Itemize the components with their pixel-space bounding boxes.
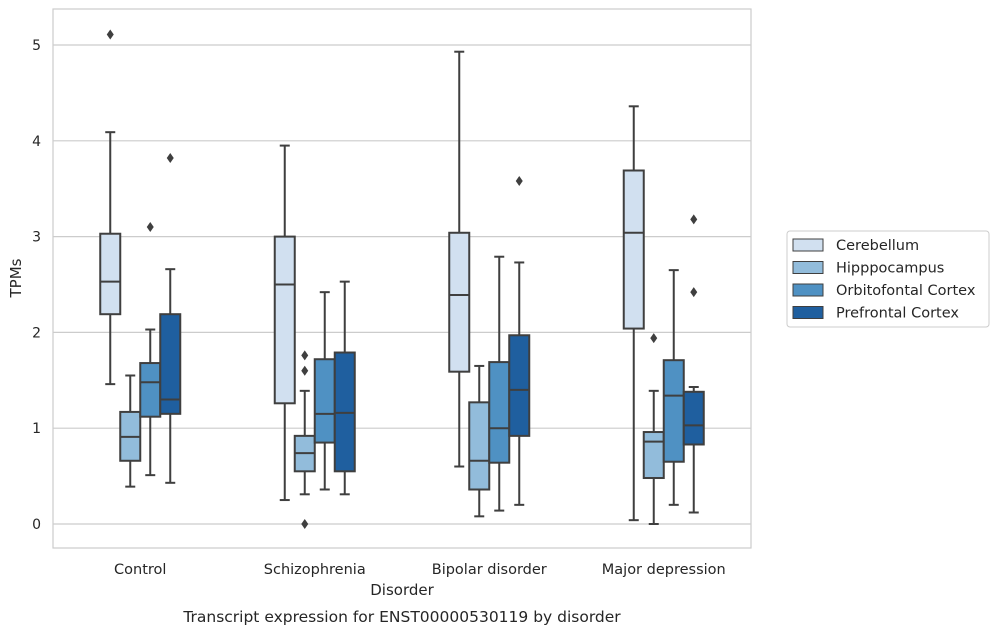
box-group [662,269,685,506]
chart-caption: Transcript expression for ENST0000053011… [182,608,621,626]
outlier-point [650,333,658,344]
y-tick-label: 4 [32,134,41,150]
outlier-point [106,29,114,40]
box-group [448,50,471,468]
box-iqr [488,361,511,464]
box-group [119,374,142,488]
outlier-point [301,365,309,376]
box-group [159,153,182,484]
legend-frame [786,230,990,328]
x-tick-labels: Control Schizophrenia Bipolar disorder Majo… [114,562,726,578]
box-group [333,280,356,496]
box-group [622,105,645,522]
box-group [293,350,316,529]
x-tick-label: Schizophrenia [264,562,366,578]
box-group [682,214,705,514]
box-iqr [662,359,685,463]
box-iqr [139,362,162,418]
box-group [273,144,296,502]
outlier-point [690,287,698,298]
legend-label: Hipppocampus [836,261,944,277]
box-iqr [448,231,471,373]
box-group [468,364,491,518]
box-iqr [622,169,645,330]
y-tick-label: 2 [32,325,41,341]
legend-swatch [792,238,824,252]
box-iqr [468,401,491,491]
box-group [508,176,531,506]
x-tick-label: Bipolar disorder [432,562,547,578]
legend-label: Prefrontal Cortex [836,306,959,322]
box-group [642,333,665,525]
outlier-point [146,222,154,233]
plot-data [99,29,705,529]
box-group [99,29,122,386]
plot-frame [52,8,752,549]
outlier-point [301,350,309,361]
legend-label: Cerebellum [836,238,919,254]
y-tick-label: 3 [32,230,41,246]
x-tick-label: Major depression [602,562,726,578]
legend-swatch [792,261,824,274]
y-tick-label: 0 [32,517,41,533]
legend-swatch [792,283,824,297]
outlier-point [301,519,309,529]
outlier-point [166,153,174,164]
box-iqr [273,235,296,405]
y-axis-label: TPMs [7,258,25,298]
box-iqr [508,334,531,437]
box-iqr [642,431,665,480]
x-axis-label: Disorder [370,581,434,599]
y-tick-label: 1 [32,421,41,437]
box-iqr [159,313,182,415]
y-tick-label: 5 [32,38,41,54]
box-iqr [99,232,122,316]
legend: Cerebellum Hipppocampus Orbitofontal Corte… [786,230,990,328]
legend-swatch [792,306,824,319]
outlier-point [515,176,523,187]
x-tick-label: Control [114,562,166,578]
box-iqr [313,358,336,444]
legend-label: Orbitofontal Cortex [836,283,976,299]
box-iqr [682,390,705,446]
y-tick-labels: 0 1 2 3 4 5 [32,38,41,533]
outlier-point [690,214,698,225]
